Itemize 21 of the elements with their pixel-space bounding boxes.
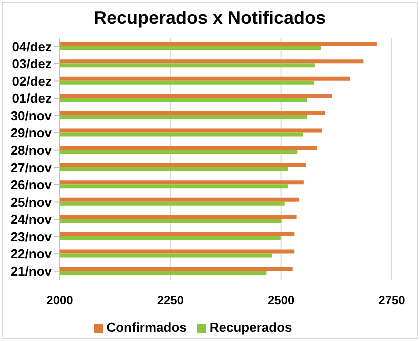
legend-label: Recuperados — [210, 320, 292, 335]
x-tick-label: 2500 — [268, 294, 296, 308]
y-tick-label: 29/nov — [10, 126, 53, 141]
x-tick-label: 2750 — [378, 294, 406, 308]
y-tick-label: 03/dez — [12, 56, 52, 72]
legend-label: Confirmados — [106, 320, 187, 335]
y-tick-label: 21/nov — [10, 264, 53, 279]
y-tick-label: 25/nov — [10, 194, 53, 210]
y-tick-label: 26/nov — [10, 178, 53, 193]
y-tick-label: 01/dez — [12, 91, 52, 106]
y-tick-label: 22/nov — [10, 246, 53, 262]
y-tick-label: 04/dez — [12, 39, 52, 54]
chart-title: Recuperados x Notificados — [92, 7, 328, 30]
y-tick-label: 02/dez — [12, 74, 52, 89]
y-tick-label: 28/nov — [10, 142, 53, 158]
y-tick-label: 27/nov — [10, 160, 53, 176]
x-tick-label: 2250 — [157, 294, 184, 308]
y-tick-label: 24/nov — [10, 212, 53, 228]
x-tick-label: 2000 — [46, 294, 74, 308]
y-tick-label: 30/nov — [10, 108, 53, 124]
y-tick-label: 23/nov — [10, 229, 53, 244]
